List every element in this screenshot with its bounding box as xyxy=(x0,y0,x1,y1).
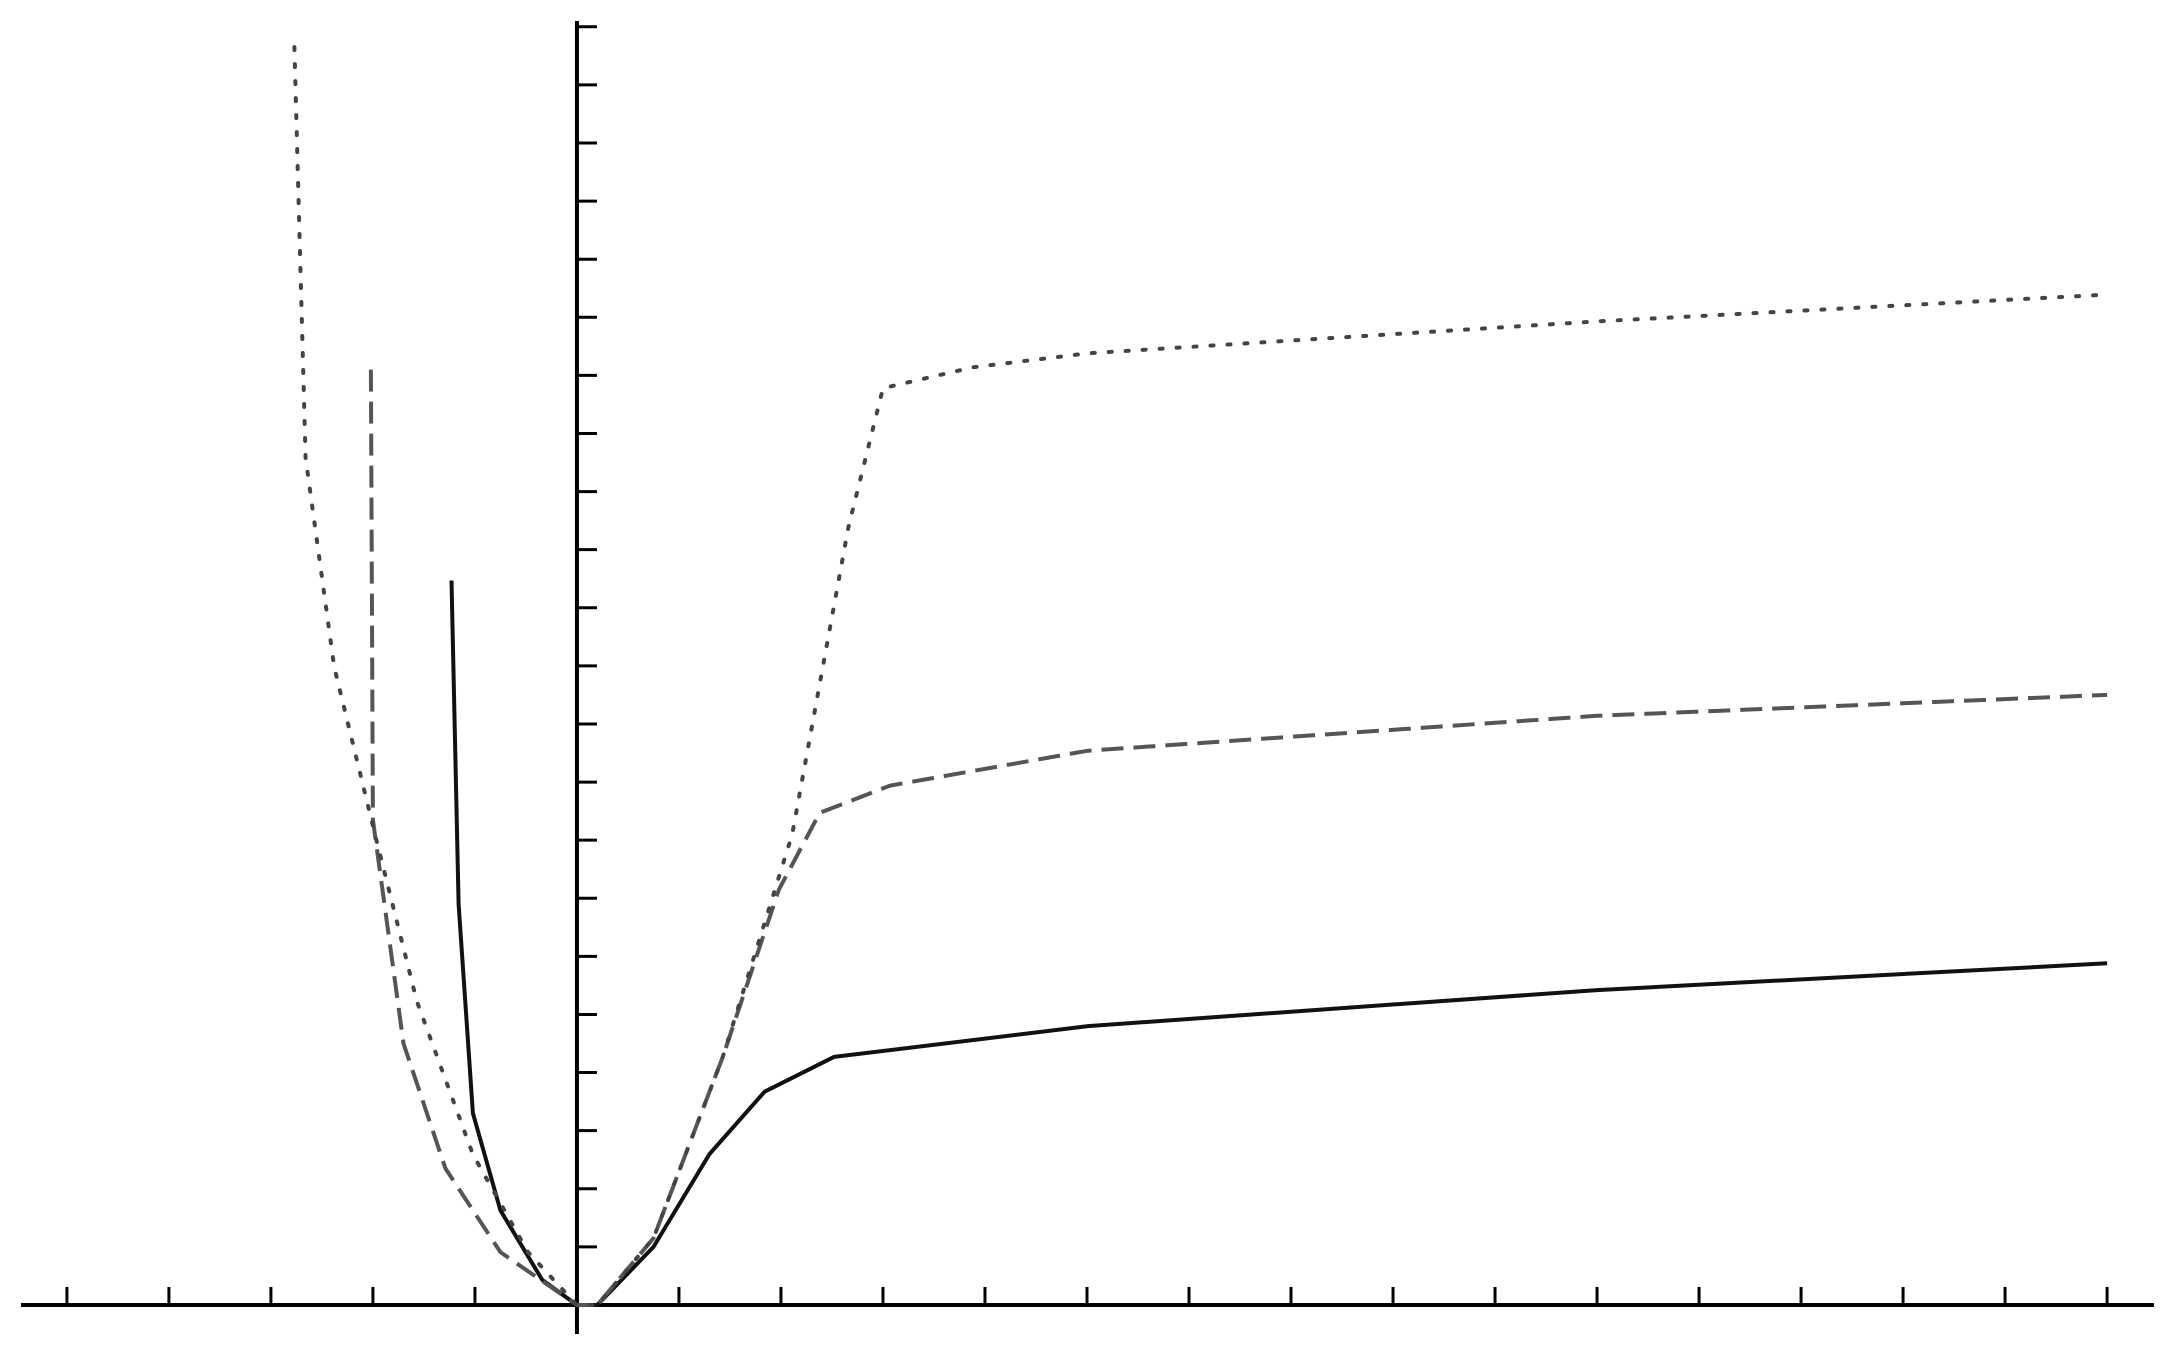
series-line xyxy=(292,45,2110,1307)
series-line xyxy=(449,580,2108,1307)
series-line xyxy=(368,369,2108,1307)
